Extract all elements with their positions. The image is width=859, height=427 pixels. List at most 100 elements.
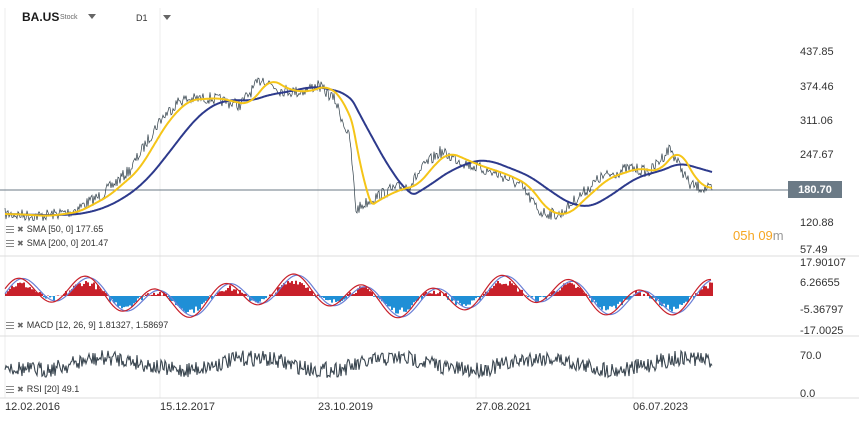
macd-bar	[405, 296, 407, 312]
macd-bar	[371, 292, 373, 296]
price-axis-label: 437.85	[800, 46, 834, 58]
symbol-name[interactable]: BA.US	[22, 10, 60, 24]
timeframe-chevron-down-icon[interactable]	[163, 15, 171, 20]
macd-bar	[87, 282, 89, 296]
macd-bar	[153, 292, 155, 296]
macd-bar	[169, 296, 171, 301]
macd-bar	[505, 283, 507, 296]
macd-bar	[197, 296, 199, 311]
indicator-settings-icon[interactable]	[6, 321, 14, 329]
macd-bar	[525, 295, 527, 296]
legend-rsi[interactable]: ✖ RSI [20] 49.1	[6, 384, 79, 394]
remove-indicator-icon[interactable]: ✖	[17, 384, 24, 394]
macd-bar	[473, 296, 475, 301]
macd-bar	[73, 285, 75, 296]
sma50-series-path	[5, 81, 713, 217]
price-series-path	[4, 77, 713, 222]
macd-series	[4, 273, 712, 319]
macd-bar	[575, 287, 577, 296]
macd-bar	[5, 293, 7, 296]
macd-bar	[155, 294, 157, 296]
macd-bar	[615, 296, 617, 309]
macd-bar	[665, 296, 667, 308]
macd-bar	[365, 287, 367, 296]
macd-bar	[285, 284, 287, 296]
macd-bar	[227, 288, 229, 296]
candle-countdown: 05h 09m	[733, 228, 784, 243]
macd-bar	[497, 280, 499, 296]
legend-sma50[interactable]: ✖ SMA [50, 0] 177.65	[6, 224, 103, 234]
macd-bar	[131, 296, 133, 307]
macd-bar	[619, 296, 621, 302]
macd-bar	[417, 296, 419, 301]
macd-bar	[157, 293, 159, 296]
macd-bar	[453, 296, 455, 301]
macd-bar	[99, 288, 101, 296]
macd-bar	[115, 296, 117, 303]
macd-bar	[503, 283, 505, 296]
macd-bar	[313, 295, 315, 296]
macd-bar	[659, 296, 661, 306]
macd-bar	[39, 292, 41, 296]
macd-bar	[25, 287, 27, 296]
macd-bar	[543, 296, 545, 298]
macd-bar	[195, 296, 197, 307]
macd-bar	[637, 292, 639, 296]
macd-bar	[223, 291, 225, 296]
macd-bar	[549, 294, 551, 296]
macd-bar	[583, 292, 585, 296]
rsi-axis-label: 0.0	[800, 388, 815, 400]
symbol-chevron-down-icon[interactable]	[88, 14, 96, 19]
macd-bar	[681, 296, 683, 305]
legend-macd[interactable]: ✖ MACD [12, 26, 9] 1.81327, 1.58697	[6, 320, 168, 330]
macd-bar	[121, 296, 123, 309]
price-axis-label: 311.06	[800, 115, 833, 127]
macd-bar	[569, 282, 571, 296]
remove-indicator-icon[interactable]: ✖	[17, 224, 24, 234]
price-axis-label: 247.67	[800, 149, 834, 161]
indicator-settings-icon[interactable]	[6, 385, 14, 393]
macd-bar	[491, 288, 493, 296]
macd-bar	[667, 296, 669, 305]
indicator-settings-icon[interactable]	[6, 239, 14, 247]
macd-bar	[573, 284, 575, 296]
macd-bar	[127, 296, 129, 307]
countdown-hours-unit: h	[747, 228, 755, 243]
macd-bar	[373, 296, 375, 297]
macd-bar	[415, 296, 417, 301]
macd-bar	[565, 284, 567, 296]
macd-bar	[57, 295, 59, 296]
macd-bar	[167, 296, 169, 298]
sma200-series	[5, 86, 713, 217]
macd-bar	[21, 283, 23, 296]
remove-indicator-icon[interactable]: ✖	[17, 238, 24, 248]
macd-bar	[323, 296, 325, 298]
macd-bar	[709, 282, 711, 296]
macd-bar	[445, 293, 447, 296]
macd-bar	[81, 286, 83, 296]
macd-bar	[599, 296, 601, 308]
macd-bar	[531, 296, 533, 298]
timeframe-selector[interactable]: D1	[136, 13, 148, 23]
macd-bar	[295, 280, 297, 296]
price-axis-label: 374.46	[800, 81, 834, 93]
macd-bar	[429, 293, 431, 296]
last-price-badge: 180.70	[788, 181, 842, 198]
rsi-series-path	[4, 349, 713, 379]
remove-indicator-icon[interactable]: ✖	[17, 320, 24, 330]
macd-bar	[587, 295, 589, 296]
macd-bar	[389, 296, 391, 307]
macd-bar	[203, 296, 205, 303]
macd-bar	[185, 296, 187, 313]
macd-bar	[245, 293, 247, 296]
legend-sma200[interactable]: ✖ SMA [200, 0] 201.47	[6, 238, 108, 248]
macd-bar	[345, 296, 347, 299]
macd-bar	[349, 292, 351, 296]
macd-bar	[477, 296, 479, 298]
macd-bar	[347, 294, 349, 296]
macd-bar	[459, 296, 461, 304]
macd-bar	[383, 296, 385, 303]
indicator-settings-icon[interactable]	[6, 225, 14, 233]
